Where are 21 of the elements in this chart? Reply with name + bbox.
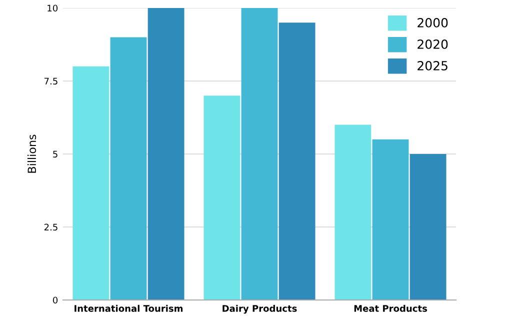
legend-label: 2020 bbox=[418, 39, 448, 49]
legend-label: 2025 bbox=[418, 60, 448, 70]
bar bbox=[372, 139, 409, 300]
bar bbox=[410, 154, 446, 300]
bar bbox=[334, 124, 372, 300]
legend-label: 2000 bbox=[418, 18, 448, 28]
y-tick-label: 0 bbox=[52, 296, 58, 304]
bar bbox=[241, 8, 278, 300]
y-tick-label: 10 bbox=[48, 4, 58, 12]
y-tick-label: 2.5 bbox=[44, 224, 58, 231]
bar bbox=[278, 22, 316, 300]
bar bbox=[72, 66, 110, 300]
y-tick-label: 5 bbox=[53, 150, 58, 158]
x-tick-label: International Tourism bbox=[74, 304, 183, 312]
bar bbox=[204, 96, 240, 300]
x-tick-label: Dairy Products bbox=[222, 304, 297, 314]
bar bbox=[110, 37, 147, 300]
bar bbox=[148, 8, 184, 300]
y-tick-label: 7.5 bbox=[44, 78, 58, 85]
x-tick-label: Meat Products bbox=[354, 304, 427, 312]
y-axis-title: Billions bbox=[27, 134, 36, 173]
